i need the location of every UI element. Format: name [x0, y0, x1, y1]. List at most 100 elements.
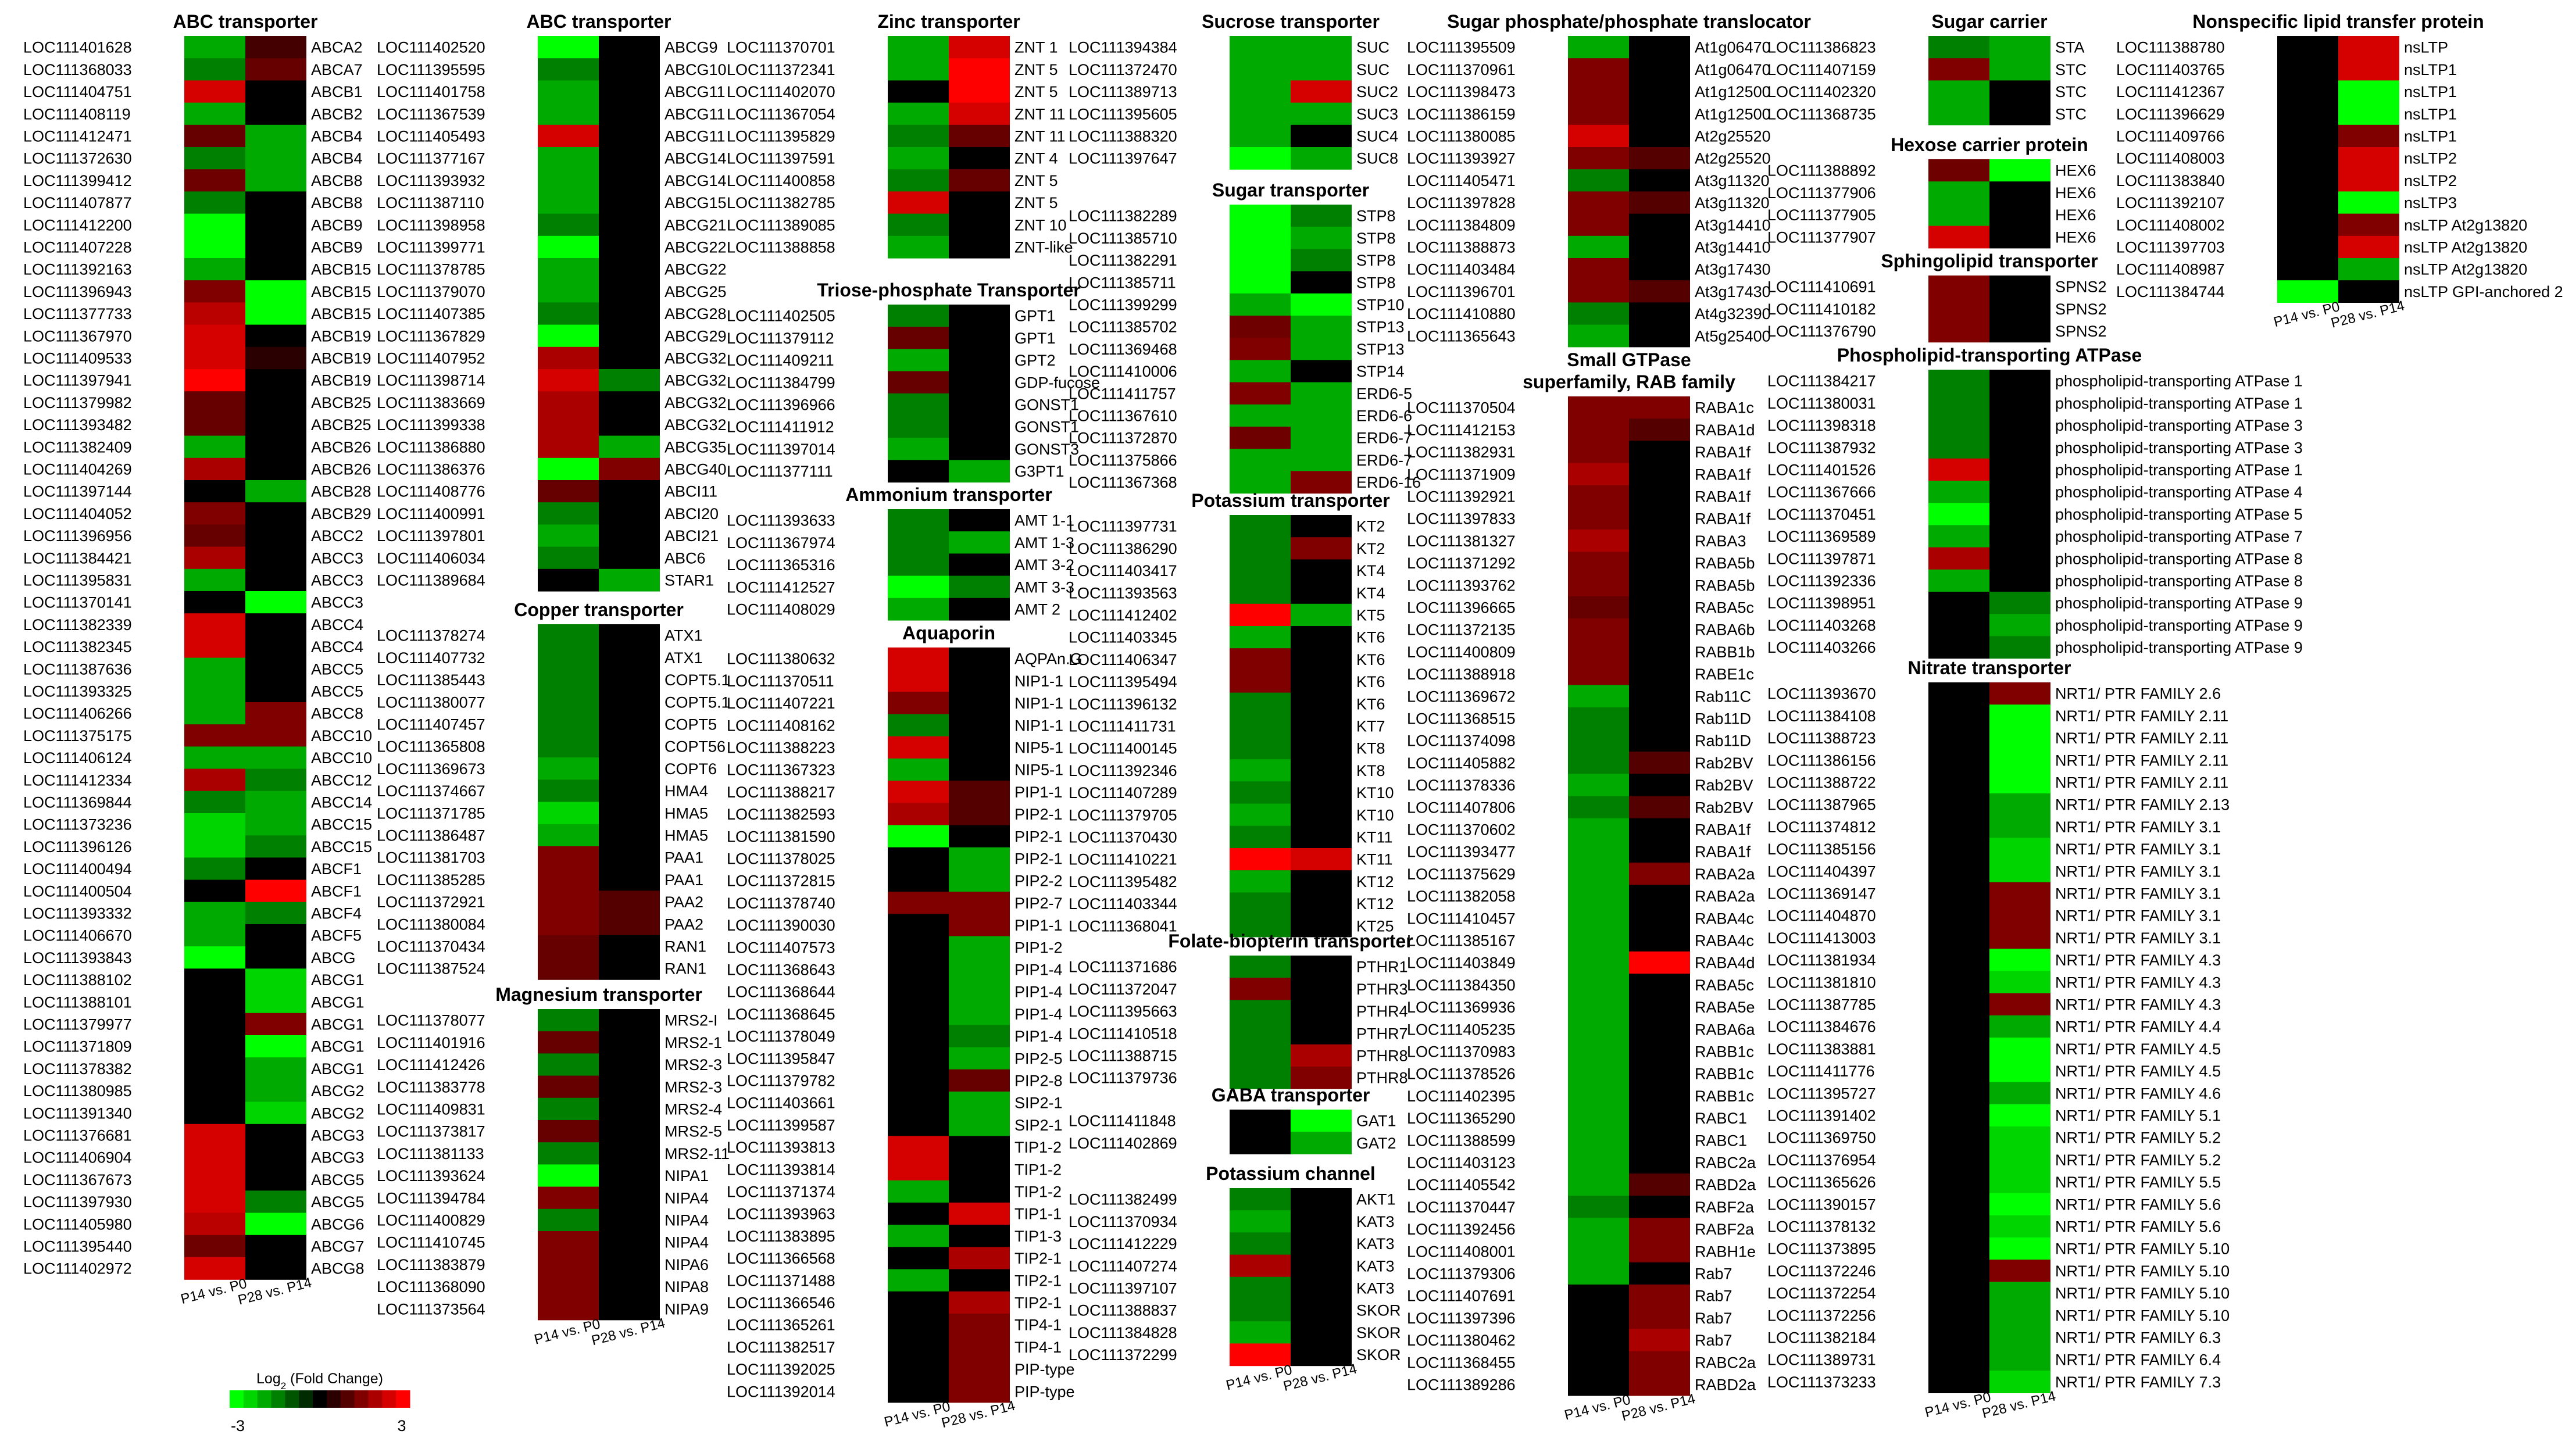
heatmap-cell: [245, 835, 306, 858]
heatmap-cell: [538, 413, 599, 437]
heatmap-cell: [1989, 1038, 2050, 1060]
gene-name-label: ABCC5: [311, 660, 363, 678]
gene-id-label: LOC111369672: [1407, 688, 1516, 705]
gene-id-label: LOC111410006: [1069, 363, 1177, 380]
gene-name-label: SPNS2: [2055, 323, 2107, 340]
gene-id-label: LOC111372047: [1069, 981, 1177, 998]
heatmap-cell: [1291, 914, 1352, 938]
heatmap-cell: [538, 691, 599, 714]
gene-id-label: LOC111382291: [1069, 252, 1177, 269]
gene-name-label: KAT3: [1356, 1279, 1395, 1297]
heatmap-cell: [949, 305, 1010, 327]
heatmap-cell: [599, 846, 660, 869]
gene-name-label: KAT3: [1356, 1235, 1395, 1253]
gene-name-label: NRT1/ PTR FAMILY 2.11: [2055, 707, 2228, 725]
panel-title: ABC transporter: [173, 11, 318, 32]
gene-name-label: GONST3: [1014, 441, 1079, 458]
colorbar-title: Log2 (Fold Change): [256, 1371, 383, 1391]
gene-id-label: LOC111383881: [1767, 1040, 1876, 1058]
heatmap-cell: [1568, 907, 1629, 930]
gene-name-label: RABC2a: [1695, 1154, 1756, 1171]
gene-name-label: NRT1/ PTR FAMILY 4.3: [2055, 974, 2221, 991]
gene-name-label: RABA1f: [1695, 843, 1751, 861]
heatmap-cell: [1989, 159, 2050, 182]
heatmap-cell: [1291, 737, 1352, 760]
gene-name-label: NRT1/ PTR FAMILY 4.3: [2055, 951, 2221, 969]
heatmap-cell: [888, 1358, 949, 1381]
gene-name-label: ABCG11: [665, 105, 726, 123]
gene-id-label: LOC111405493: [377, 127, 485, 145]
heatmap-cell: [1568, 1329, 1629, 1352]
gene-id-label: LOC111392921: [1407, 488, 1516, 505]
heatmap-cell: [1629, 1351, 1690, 1374]
heatmap-cell: [949, 1114, 1010, 1136]
heatmap-cell: [599, 1097, 660, 1121]
gene-name-label: ABCG5: [311, 1193, 365, 1211]
gene-id-label: LOC111412334: [23, 771, 132, 789]
heatmap-cell: [1989, 1060, 2050, 1083]
gene-name-label: ABCF4: [311, 904, 362, 922]
gene-name-label: KT8: [1356, 740, 1385, 757]
heatmap-cell: [599, 502, 660, 525]
gene-id-label: LOC111368041: [1069, 917, 1177, 935]
gene-name-label: HMA5: [665, 804, 708, 822]
gene-id-label: LOC111397396: [1407, 1310, 1516, 1327]
heatmap-cell: [184, 1190, 245, 1214]
gene-name-label: ZNT 5: [1014, 194, 1058, 212]
heatmap-cell: [1928, 1038, 1989, 1060]
gene-id-label: LOC111372256: [1767, 1307, 1876, 1324]
gene-id-label: LOC111407457: [377, 716, 485, 733]
heatmap-cell: [1629, 618, 1690, 641]
heatmap-cell: [1928, 704, 1989, 727]
heatmap-cell: [949, 393, 1010, 416]
gene-id-label: LOC111384217: [1767, 373, 1876, 390]
gene-name-label: MRS2-3: [665, 1056, 722, 1074]
gene-id-label: LOC111408029: [727, 600, 835, 618]
gene-name-label: SPNS2: [2055, 300, 2107, 318]
gene-id-label: LOC111378382: [23, 1060, 132, 1078]
gene-id-label: LOC111402070: [727, 83, 835, 101]
gene-id-label: LOC111372254: [1767, 1285, 1876, 1302]
heatmap-cell: [599, 1120, 660, 1143]
heatmap-cell: [2338, 213, 2399, 237]
gene-name-label: KT11: [1356, 851, 1393, 868]
gene-name-label: phospholipid-transporting ATPase 9: [2055, 639, 2303, 656]
gene-name-label: ABCG5: [311, 1171, 365, 1189]
heatmap-cell: [1989, 569, 2050, 592]
gene-name-label: STAR1: [665, 571, 714, 589]
panel-title: Potassium transporter: [1191, 490, 1389, 511]
gene-name-label: ERD6-6: [1356, 407, 1412, 424]
gene-name-label: KT10: [1356, 806, 1394, 824]
heatmap-cell: [1568, 996, 1629, 1019]
gene-name-label: PIP-type: [1014, 1383, 1075, 1400]
panel-title: Triose-phosphate Transporter: [817, 280, 1080, 300]
panel-title: GABA transporter: [1212, 1085, 1370, 1106]
gene-name-label: ABCB4: [311, 150, 363, 167]
heatmap-cell: [599, 1164, 660, 1187]
heatmap-cell: [1291, 1232, 1352, 1255]
gene-name-label: ABCG8: [311, 1260, 365, 1278]
gene-name-label: NIP1-1: [1014, 695, 1063, 712]
heatmap-cell: [1230, 338, 1291, 360]
heatmap-cell: [1989, 1304, 2050, 1327]
gene-id-label: LOC111402320: [1767, 83, 1876, 101]
gene-name-label: phospholipid-transporting ATPase 8: [2055, 550, 2303, 567]
gene-id-label: LOC111391340: [23, 1104, 132, 1122]
heatmap-cell: [599, 457, 660, 481]
gene-id-label: LOC111399771: [377, 238, 485, 256]
gene-name-label: NRT1/ PTR FAMILY 3.1: [2055, 929, 2221, 947]
heatmap-cell: [949, 692, 1010, 715]
gene-name-label: MRS2-I: [665, 1012, 718, 1029]
gene-id-label: LOC111382517: [727, 1339, 835, 1356]
heatmap-cell: [1989, 414, 2050, 437]
gene-name-label: PTHR1: [1356, 958, 1408, 976]
gene-name-label: HMA5: [665, 827, 708, 844]
heatmap-cell: [888, 460, 949, 483]
heatmap-panel: Hexose carrier protein LOC111388892 HEX6 LO…: [1767, 134, 2096, 249]
heatmap-cell: [1629, 1329, 1690, 1352]
heatmap-cell: [1291, 714, 1352, 738]
heatmap-cell: [888, 147, 949, 170]
heatmap-cell: [184, 147, 245, 170]
heatmap-cell: [538, 957, 599, 980]
heatmap-cell: [1568, 1351, 1629, 1374]
